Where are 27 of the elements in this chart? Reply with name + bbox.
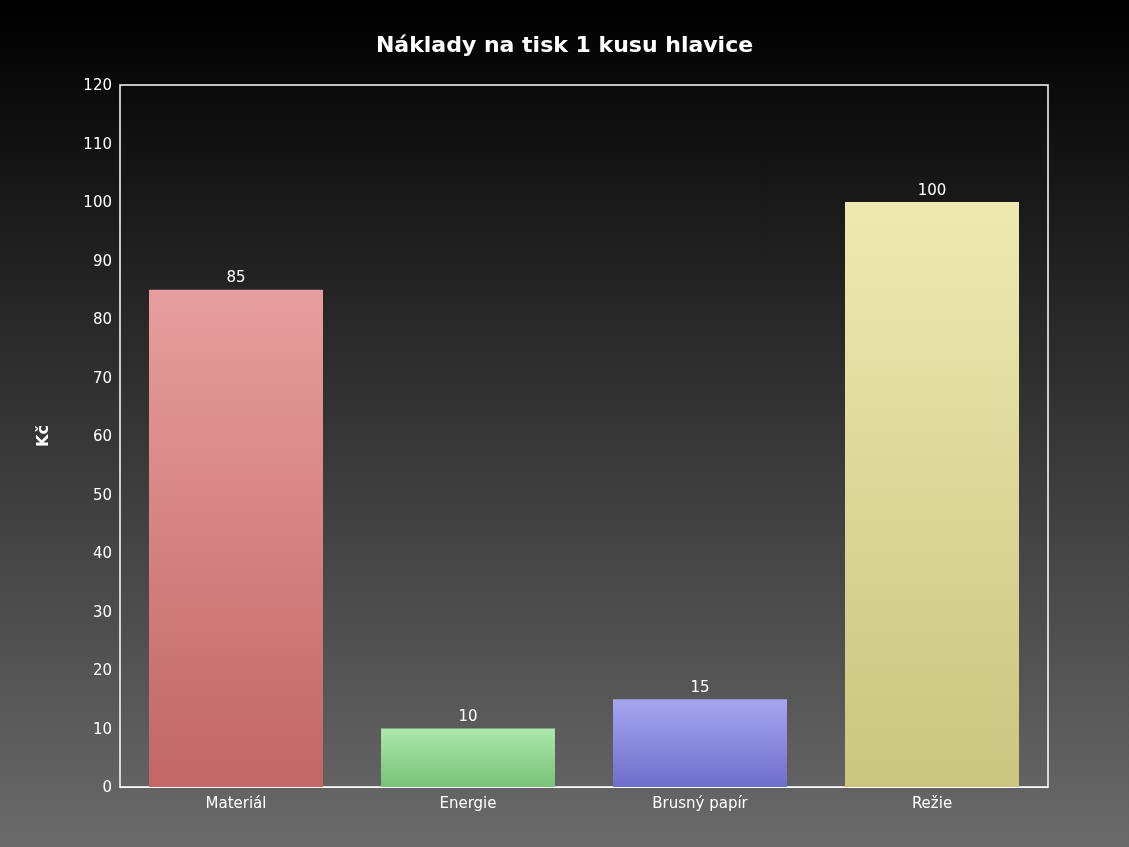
data-label: 10	[458, 707, 478, 725]
bar	[149, 289, 323, 787]
y-axis-title: Kč	[32, 425, 52, 447]
x-tick-label: Brusný papír	[652, 793, 749, 812]
y-tick-label: 10	[92, 719, 112, 738]
y-tick-label: 50	[92, 485, 112, 504]
chart-title: Náklady na tisk 1 kusu hlavice	[375, 31, 754, 57]
bar	[845, 202, 1019, 787]
y-tick-label: 60	[92, 427, 112, 445]
x-tick-label: Režie	[911, 793, 953, 812]
y-tick-label: 0	[102, 778, 112, 796]
y-tick-label: 120	[83, 76, 112, 94]
y-tick-label: 100	[83, 193, 112, 211]
y-tick-label: 110	[83, 134, 112, 153]
data-label: 85	[226, 268, 246, 287]
data-label: 15	[690, 677, 710, 696]
y-tick-label: 40	[92, 544, 112, 562]
bar	[613, 699, 787, 787]
y-tick-label: 80	[92, 310, 112, 328]
x-tick-label: Materiál	[205, 793, 267, 812]
y-tick-label: 30	[92, 602, 112, 621]
bar	[381, 728, 555, 787]
y-tick-label: 20	[92, 661, 112, 679]
data-label: 100	[917, 180, 947, 199]
x-tick-label: Energie	[439, 793, 497, 812]
y-tick-label: 90	[92, 251, 112, 270]
y-tick-label: 70	[92, 368, 112, 387]
